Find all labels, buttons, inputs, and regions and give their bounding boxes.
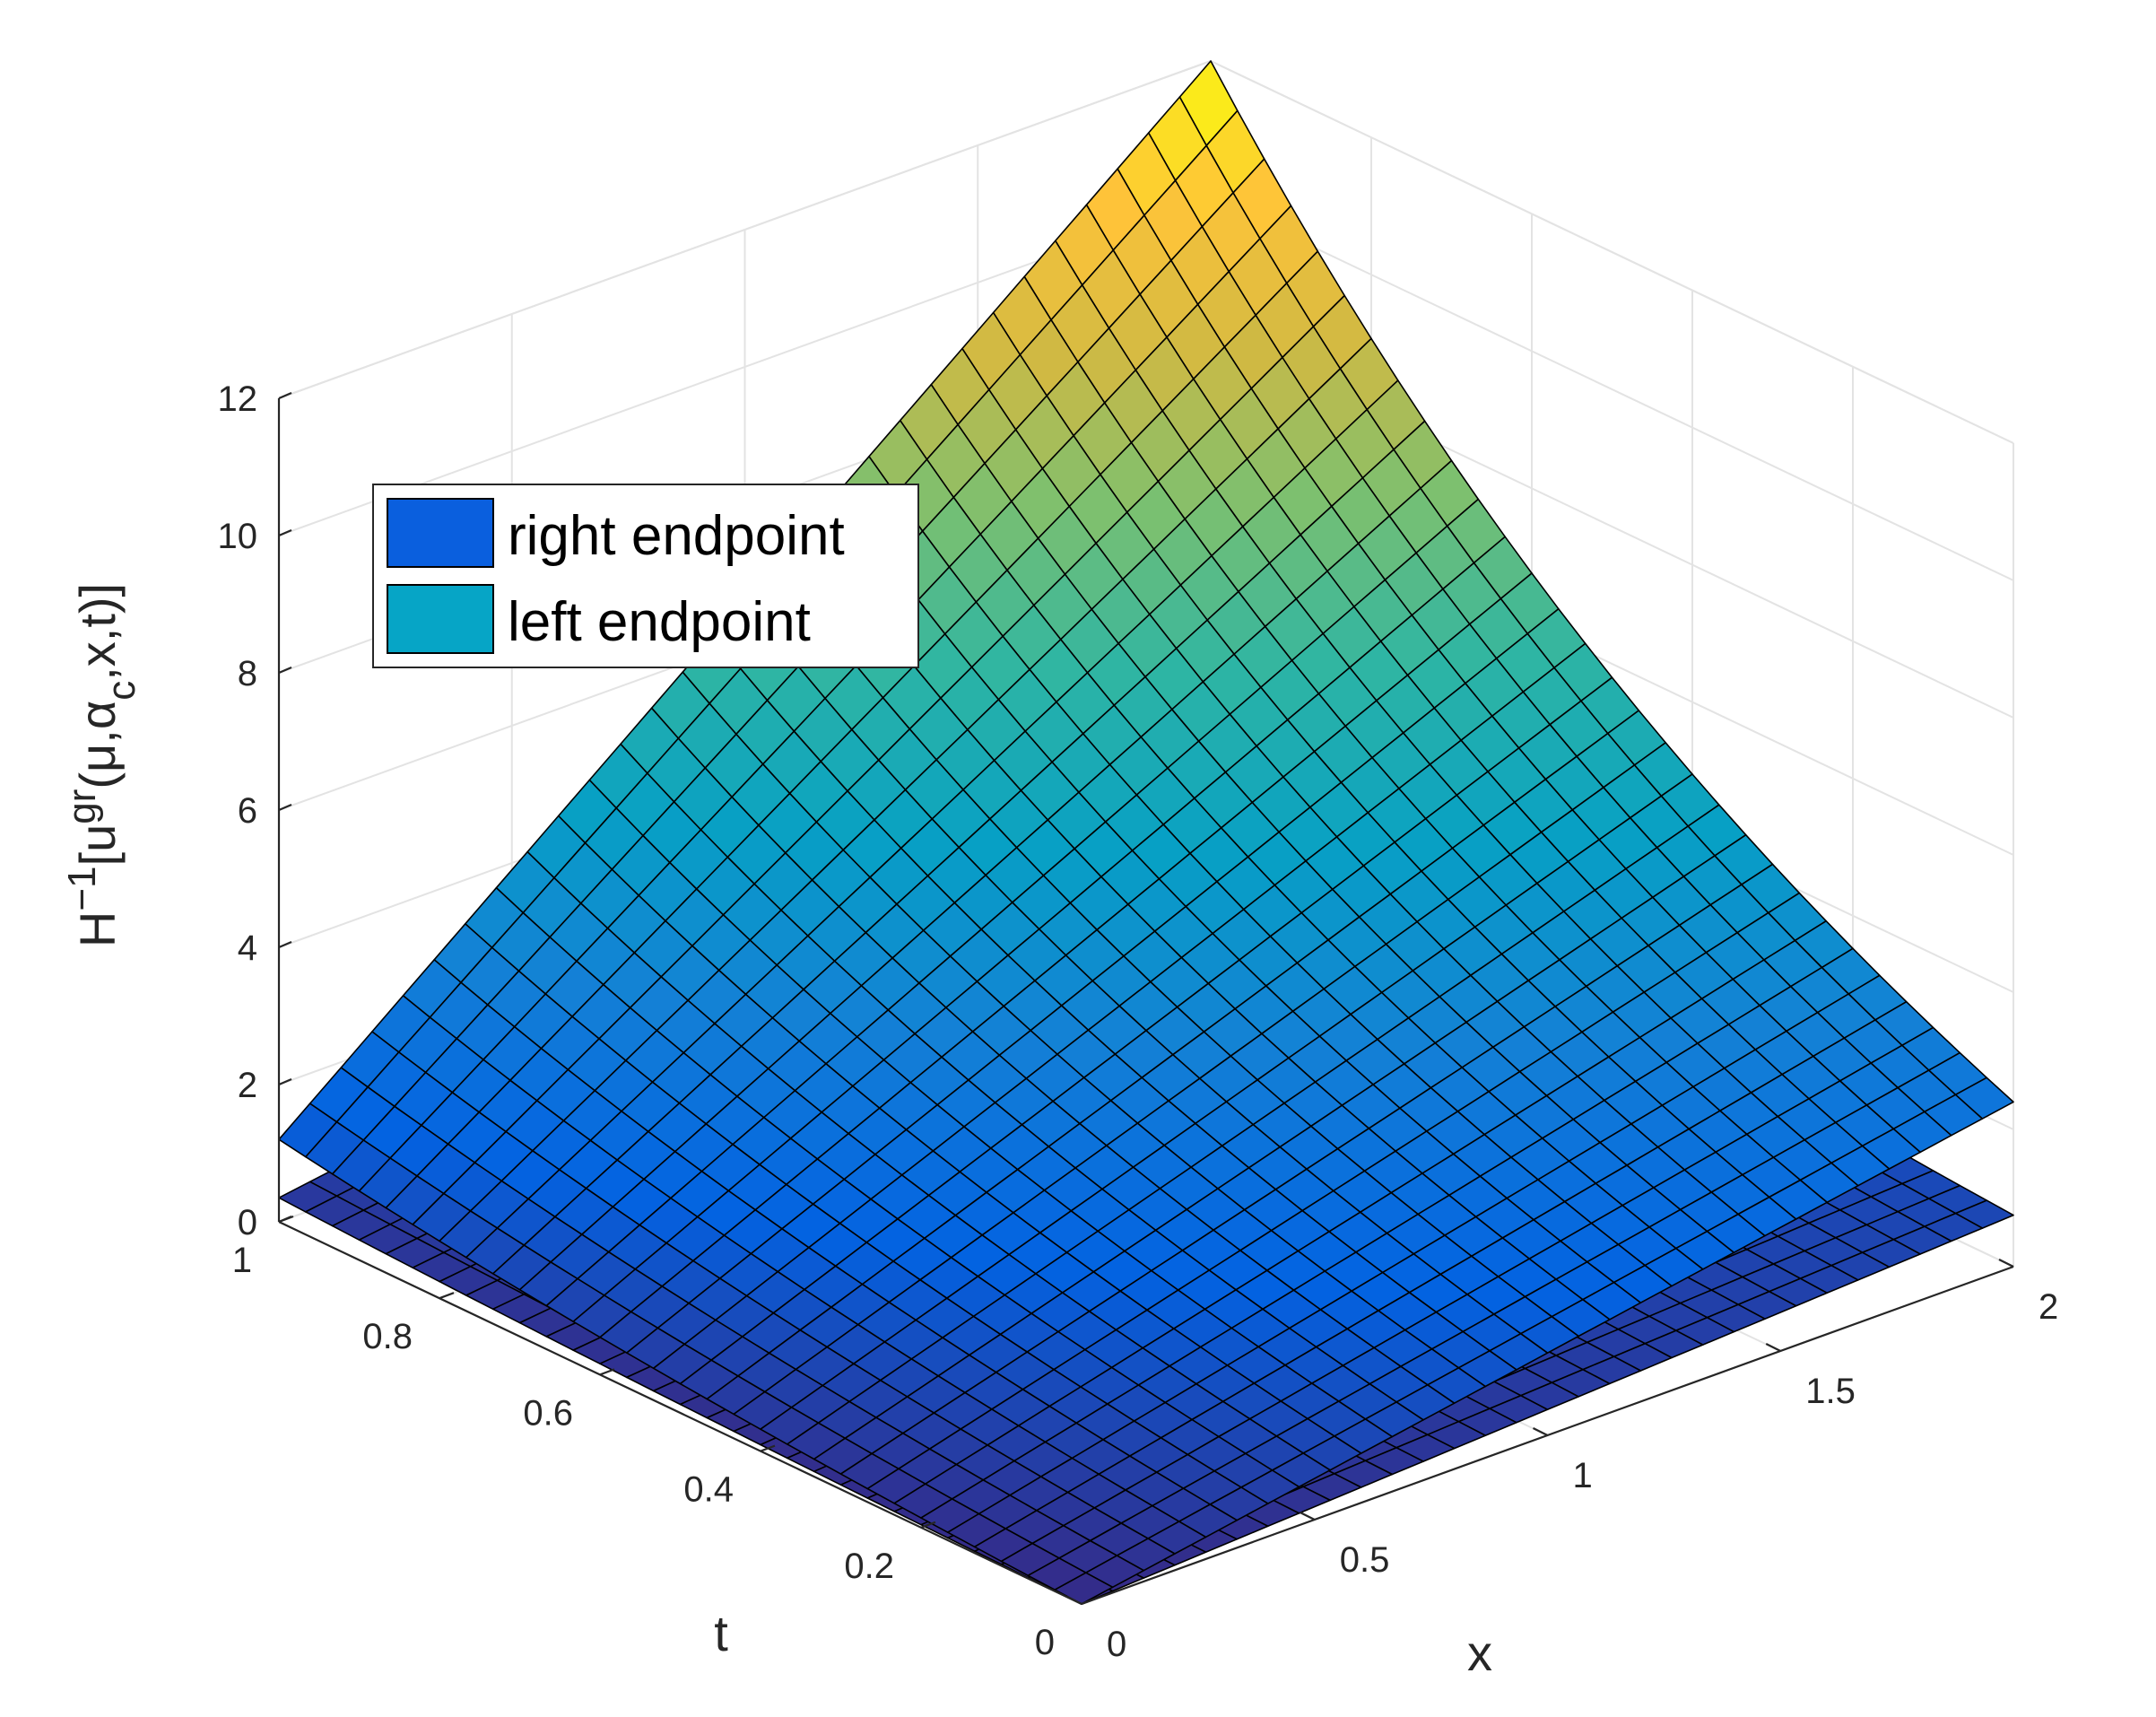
legend: right endpoint left endpoint — [372, 484, 919, 668]
x-tick-mark — [1066, 1596, 1082, 1605]
z-tick-label: 8 — [238, 654, 257, 693]
z-tick-label: 10 — [218, 517, 258, 556]
z-tick-label: 2 — [238, 1066, 257, 1105]
legend-label-right-endpoint: right endpoint — [508, 505, 845, 567]
z-tick-mark — [278, 391, 292, 400]
z-tick-mark — [278, 528, 292, 537]
z-grid-line — [1210, 197, 2014, 581]
z-tick-label: 0 — [238, 1203, 257, 1242]
tick-labels: 0 2 4 6 8 10 12 0 0.5 1 1.5 2 0 0.2 0.4 0.6 0.8 1 — [218, 379, 2059, 1664]
z-tick-mark — [278, 1077, 292, 1086]
t-tick-label: 0.4 — [683, 1470, 734, 1510]
t-tick-label: 0.8 — [362, 1317, 413, 1356]
z-axis-label: H−1[ugr(μ,αc,x,t)] — [60, 583, 143, 947]
legend-swatch-right-endpoint — [387, 498, 494, 568]
x-tick-label: 0 — [1107, 1625, 1126, 1664]
x-tick-label: 1 — [1573, 1456, 1593, 1495]
back-top-line — [1210, 60, 2014, 444]
legend-label-left-endpoint: left endpoint — [508, 591, 811, 653]
t-tick-label: 0 — [1035, 1623, 1055, 1662]
z-tick-mark — [278, 666, 292, 675]
t-tick-mark — [920, 1521, 936, 1529]
x-tick-label: 2 — [2039, 1287, 2058, 1327]
back-top-line — [278, 60, 1212, 399]
x-tick-mark — [1765, 1343, 1781, 1352]
t-tick-label: 1 — [232, 1241, 252, 1280]
t-tick-mark — [760, 1444, 776, 1452]
z-tick-label: 6 — [238, 791, 257, 831]
z-tick-label: 12 — [218, 379, 258, 419]
surface-layer — [278, 60, 2014, 1605]
t-tick-mark — [599, 1368, 615, 1376]
x-tick-mark — [1533, 1427, 1548, 1436]
z-tick-mark — [278, 803, 292, 812]
legend-swatch-left-endpoint — [387, 584, 494, 654]
x-tick-mark — [1998, 1259, 2014, 1268]
axes-box — [277, 391, 2014, 1606]
x-tick-mark — [1300, 1512, 1316, 1521]
t-tick-mark — [1081, 1597, 1097, 1606]
z-tick-mark — [278, 940, 292, 949]
z-tick-label: 4 — [238, 928, 257, 968]
x-tick-label: 0.5 — [1340, 1540, 1390, 1580]
t-axis-line — [278, 1221, 1082, 1605]
x-tick-label: 1.5 — [1805, 1372, 1856, 1411]
t-tick-mark — [278, 1215, 294, 1224]
t-tick-label: 0.6 — [523, 1393, 573, 1433]
t-tick-label: 0.2 — [844, 1547, 894, 1586]
t-tick-mark — [439, 1292, 455, 1300]
x-axis-label: x — [1467, 1625, 1492, 1681]
t-axis-label: t — [714, 1605, 728, 1661]
